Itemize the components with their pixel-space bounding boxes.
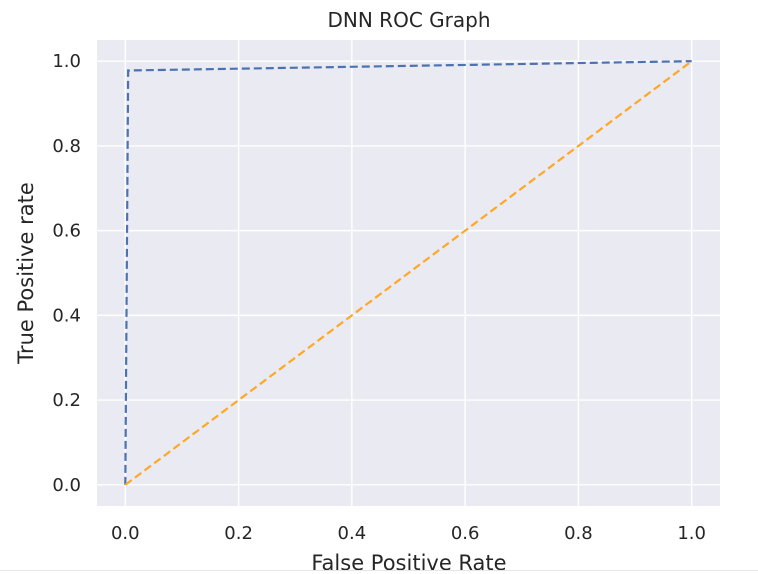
chart-title: DNN ROC Graph — [328, 8, 491, 32]
series-layer — [124, 60, 693, 486]
x-tick-label: 0.0 — [111, 523, 140, 544]
x-tick-label: 0.2 — [224, 523, 253, 544]
plot-area — [97, 40, 720, 506]
roc-curve-line — [124, 60, 692, 485]
y-axis-label: True Positive rate — [14, 182, 38, 365]
baseline-diagonal-line — [124, 60, 693, 486]
y-tick-label: 0.6 — [52, 221, 81, 242]
y-tick-labels: 0.0 0.2 0.4 0.6 0.8 1.0 — [52, 51, 81, 496]
x-axis-label: False Positive Rate — [311, 551, 506, 574]
x-tick-label: 0.6 — [451, 523, 480, 544]
y-tick-label: 1.0 — [52, 51, 81, 72]
x-tick-label: 1.0 — [677, 523, 706, 544]
y-tick-label: 0.0 — [52, 475, 81, 496]
x-tick-label: 0.4 — [338, 523, 367, 544]
x-tick-labels: 0.0 0.2 0.4 0.6 0.8 1.0 — [111, 523, 706, 544]
y-tick-label: 0.4 — [52, 305, 81, 326]
y-tick-label: 0.2 — [52, 390, 81, 411]
bottom-divider — [0, 570, 758, 571]
y-gridlines — [97, 60, 720, 486]
x-gridlines — [124, 40, 693, 506]
x-tick-label: 0.8 — [564, 523, 593, 544]
y-tick-label: 0.8 — [52, 136, 81, 157]
